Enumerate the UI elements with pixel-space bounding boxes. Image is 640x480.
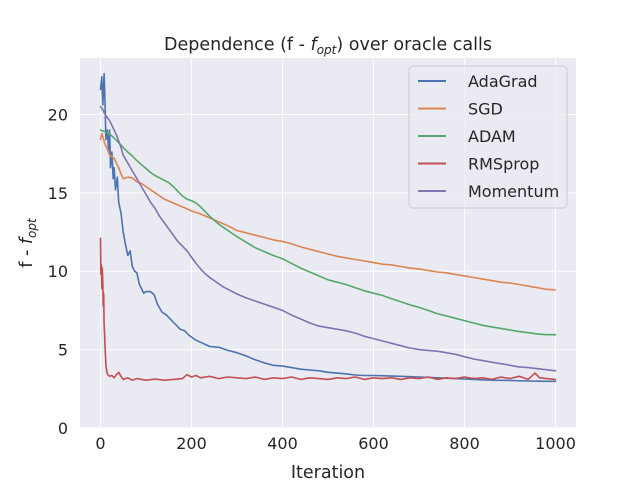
x-tick-label: 600 (358, 434, 389, 453)
x-axis-label: Iteration (291, 463, 365, 480)
y-tick-label: 5 (58, 341, 68, 360)
chart-title: Dependence (f - fopt) over oracle calls (164, 35, 492, 57)
series-lines (99, 72, 557, 383)
x-tick-labels: 0 200 400 600 800 1000 (95, 434, 575, 453)
x-tick-label: 400 (267, 434, 298, 453)
series-line-adagrad (99, 72, 557, 383)
legend-box (408, 65, 568, 209)
legend-label-adam: ADAM (468, 127, 516, 146)
y-tick-labels: 0 5 10 15 20 (48, 105, 68, 438)
x-tick-label: 800 (449, 434, 480, 453)
x-tick-label: 200 (176, 434, 207, 453)
x-tick-label: 1000 (535, 434, 576, 453)
legend-label-adagrad: AdaGrad (468, 72, 538, 91)
ylabel-italic-f: f (17, 235, 37, 244)
y-tick-label: 20 (48, 105, 68, 124)
y-tick-label: 15 (48, 184, 68, 203)
title-italic-f: f (311, 35, 320, 55)
series-line-rmsprop (99, 237, 557, 382)
ylabel-subscript: opt (25, 217, 39, 238)
x-tick-label: 0 (95, 434, 105, 453)
title-suffix: ) over oracle calls (336, 35, 492, 55)
title-prefix: Dependence (f - (164, 35, 311, 55)
legend-label-rmsprop: RMSprop (468, 155, 539, 174)
series-line-momentum (99, 105, 557, 372)
y-axis-label: f - fopt (17, 217, 39, 268)
y-tick-label: 10 (48, 262, 68, 281)
legend: AdaGrad SGD ADAM RMSprop Momentum (408, 65, 568, 209)
ylabel-prefix: f - (17, 244, 37, 268)
title-subscript: opt (317, 43, 338, 57)
legend-label-sgd: SGD (468, 100, 503, 119)
y-tick-label: 0 (58, 419, 68, 438)
series-line-adam (99, 129, 557, 336)
series-line-sgd (99, 132, 557, 291)
legend-label-momentum: Momentum (468, 182, 559, 201)
